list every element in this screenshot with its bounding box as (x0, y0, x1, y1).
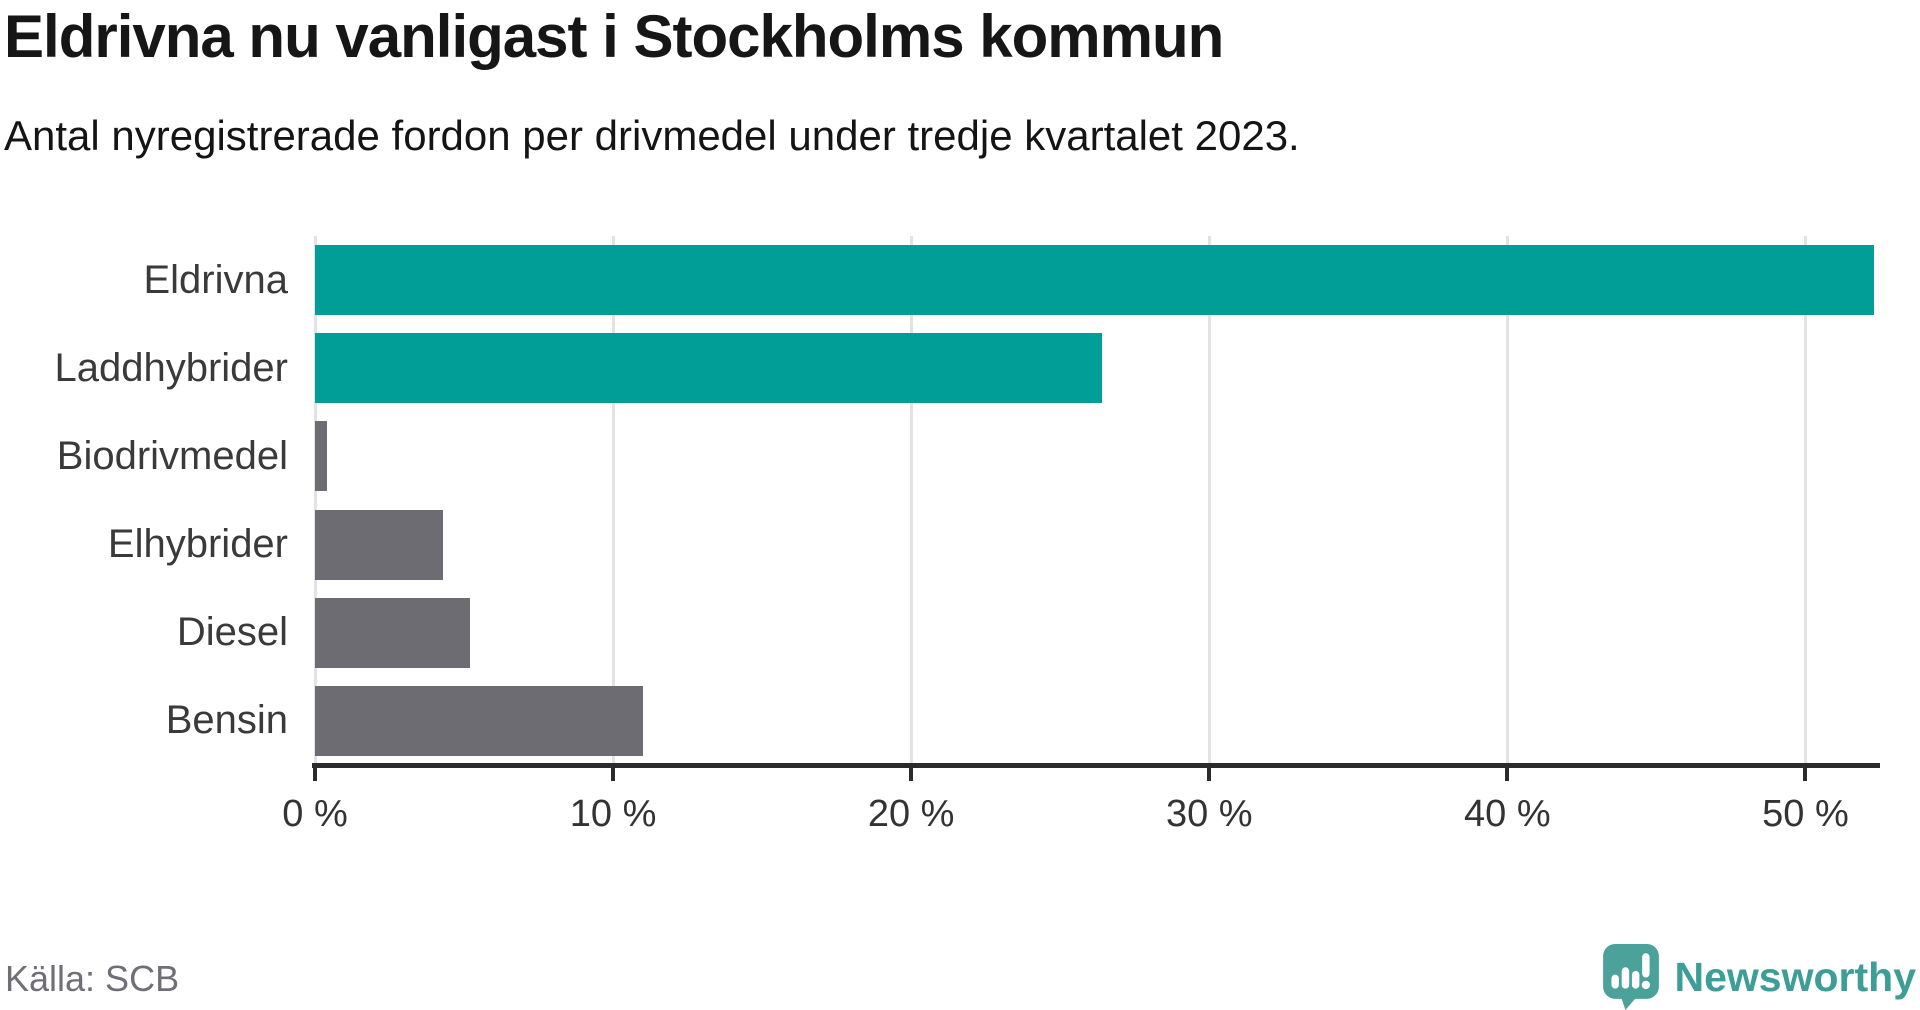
chart-title: Eldrivna nu vanligast i Stockholms kommu… (4, 3, 1224, 70)
gridline (313, 236, 317, 765)
bar-laddhybrider (315, 333, 1102, 404)
gridline (1505, 236, 1509, 765)
bar-biodrivmedel (315, 421, 327, 492)
x-axis-tick-label: 0 % (282, 793, 348, 835)
category-label: Bensin (165, 698, 288, 743)
category-label: Elhybrider (107, 522, 288, 567)
bar-diesel (315, 597, 470, 668)
x-axis-tick-label: 40 % (1464, 793, 1551, 835)
newsworthy-bubble-chart-icon (1602, 944, 1659, 1010)
bar-elhybrider (315, 509, 444, 580)
gridline (909, 236, 913, 765)
category-label: Laddhybrider (54, 345, 289, 390)
category-label: Biodrivmedel (56, 433, 288, 478)
category-label: Eldrivna (143, 257, 288, 302)
gridline (1207, 236, 1211, 765)
x-axis-tick-label: 30 % (1165, 793, 1253, 835)
x-axis-tick-label: 50 % (1762, 793, 1849, 835)
x-axis-tick-label: 20 % (867, 793, 955, 835)
x-axis-tick (1207, 768, 1212, 781)
newsworthy-wordmark: Newsworthy (1674, 953, 1917, 1000)
x-axis-tick (313, 768, 317, 781)
gridline (611, 236, 615, 765)
source-note: Källa: SCB (5, 958, 180, 999)
chart-subtitle: Antal nyregistrerade fordon per drivmede… (4, 112, 1300, 159)
x-axis-tick-label: 10 % (569, 793, 657, 835)
x-axis-line (312, 763, 1880, 768)
newsworthy-logo: Newsworthy (1602, 944, 1917, 1010)
x-axis-tick (909, 768, 914, 781)
x-axis-tick (1505, 768, 1510, 781)
x-axis-tick (1803, 768, 1808, 781)
bar-bensin (315, 685, 643, 756)
x-axis-tick (611, 768, 616, 781)
category-label: Diesel (176, 610, 288, 655)
bar-eldrivna (315, 245, 1875, 316)
gridline (1803, 236, 1807, 765)
